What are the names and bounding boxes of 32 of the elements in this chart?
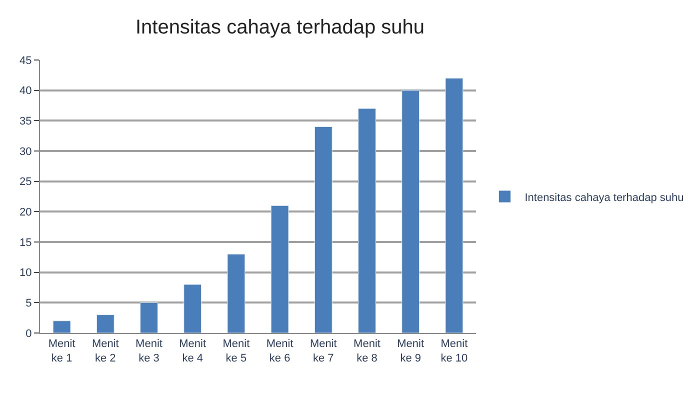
y-tick-label: 45 <box>20 54 32 67</box>
y-tick-label: 20 <box>20 206 32 219</box>
y-tick-label: 10 <box>20 267 32 280</box>
y-tick-label: 40 <box>20 85 32 98</box>
x-tick-label: Menit ke 1 <box>48 338 76 364</box>
y-tick-label: 30 <box>20 146 32 158</box>
y-tick-label: 15 <box>20 236 32 249</box>
y-tick-label: 35 <box>20 116 32 128</box>
bar <box>52 320 71 333</box>
x-tick-label: Menit ke 3 <box>136 338 162 364</box>
bar <box>227 254 246 333</box>
x-tick-label: Menit ke 2 <box>92 338 119 364</box>
x-tick-label: Menit ke 6 <box>266 338 294 364</box>
x-tick-label: Menit ke 7 <box>310 338 337 364</box>
bar <box>140 302 158 333</box>
y-tick-label: 25 <box>20 176 32 188</box>
bar <box>358 108 376 333</box>
bar <box>184 284 202 333</box>
x-tick-label: Menit ke 5 <box>222 338 250 364</box>
y-tick-label: 0 <box>26 328 32 340</box>
bar <box>445 78 464 333</box>
x-tick-label: Menit ke 9 <box>397 338 424 364</box>
chart-title: Intensitas cahaya terhadap suhu <box>135 16 425 39</box>
x-tick-label: Menit ke 8 <box>354 338 380 364</box>
bar <box>314 126 332 333</box>
bar <box>96 314 114 333</box>
x-tick-label: Menit ke 4 <box>179 338 206 364</box>
y-tick-label: 5 <box>26 298 32 310</box>
legend-label: Intensitas cahaya terhadap suhu <box>524 192 684 204</box>
bar <box>402 90 420 333</box>
x-tick-label: Menit ke 10 <box>440 338 468 364</box>
bar <box>270 205 289 333</box>
